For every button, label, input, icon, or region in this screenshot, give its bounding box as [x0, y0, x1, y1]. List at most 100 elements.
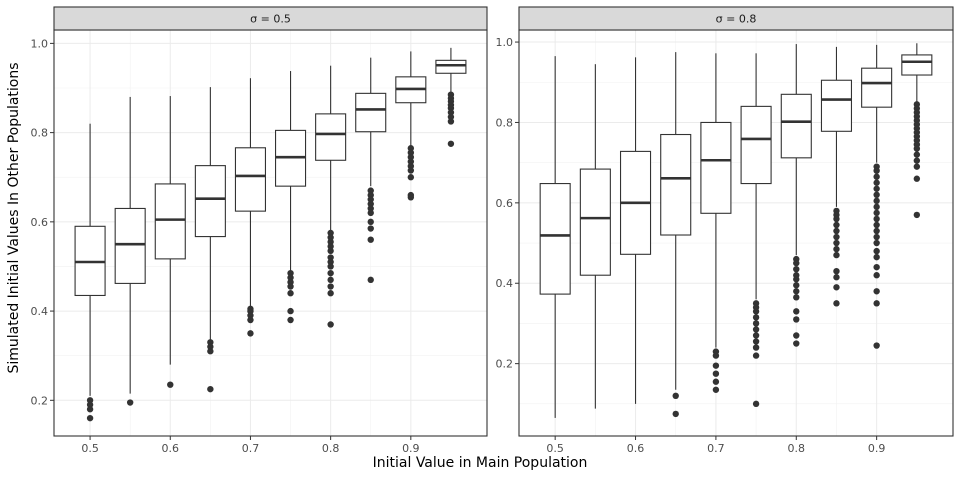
outlier-point — [287, 290, 294, 297]
facet-strip — [53, 6, 488, 31]
y-tick-label: 0.4 — [496, 277, 514, 290]
outlier-point — [367, 191, 374, 199]
outlier-point — [327, 269, 334, 277]
outlier-point — [873, 209, 880, 217]
outlier-point — [207, 343, 214, 350]
x-tick-label: 0.6 — [162, 442, 180, 455]
box — [114, 207, 146, 284]
box — [355, 92, 387, 133]
outlier-point — [752, 326, 760, 333]
outlier-point — [752, 314, 760, 321]
facet-strip-label: σ = 0.8 — [716, 13, 757, 26]
outlier-point — [712, 378, 720, 385]
x-tick-label: 0.9 — [402, 442, 420, 455]
y-tick-label: 0.4 — [31, 305, 49, 318]
outlier-point — [287, 307, 294, 315]
box — [194, 165, 226, 238]
outlier-point — [167, 381, 174, 388]
outlier-point — [793, 282, 800, 289]
outlier-point — [793, 332, 800, 339]
outlier-point — [752, 338, 760, 345]
outlier-point — [712, 362, 720, 369]
y-tick-label: 0.8 — [31, 127, 49, 140]
outlier-point — [367, 276, 374, 284]
outlier-point — [712, 352, 720, 359]
outlier-point — [407, 174, 415, 181]
outlier-point — [407, 149, 415, 156]
box — [861, 67, 893, 108]
outlier-point — [793, 308, 800, 315]
outlier-point — [752, 308, 760, 315]
x-tick-label: 0.6 — [627, 442, 645, 455]
outlier-point — [793, 294, 800, 301]
boxplot-group — [901, 43, 933, 219]
x-tick-label: 0.9 — [868, 442, 886, 455]
box — [901, 54, 933, 76]
outlier-point — [873, 179, 880, 186]
outlier-point — [327, 243, 334, 250]
outlier-point — [407, 167, 415, 174]
outlier-point — [873, 227, 880, 235]
outlier-point — [913, 163, 921, 170]
outlier-point — [793, 259, 800, 267]
boxplot-group — [274, 71, 307, 324]
outlier-point — [873, 167, 880, 174]
y-tick-label: 1.0 — [496, 36, 514, 49]
outlier-point — [873, 239, 880, 247]
outlier-point — [833, 300, 840, 307]
outlier-point — [86, 397, 94, 404]
outlier-point — [327, 229, 334, 237]
outlier-point — [207, 385, 214, 393]
outlier-point — [447, 140, 455, 147]
outlier-point — [873, 300, 880, 307]
outlier-point — [833, 239, 840, 247]
outlier-point — [447, 118, 455, 125]
box — [234, 147, 267, 212]
outlier-point — [873, 173, 880, 180]
outlier-point — [873, 197, 880, 205]
boxplot-group — [539, 56, 571, 418]
outlier-point — [752, 400, 760, 408]
x-tick-label: 0.5 — [81, 442, 99, 455]
outlier-point — [367, 225, 374, 232]
x-axis-title: Initial Value in Main Population — [372, 455, 588, 471]
outlier-point — [672, 392, 679, 400]
outlier-point — [873, 247, 880, 255]
outlier-point — [833, 221, 840, 229]
y-tick-label: 0.2 — [31, 394, 49, 407]
outlier-point — [327, 263, 334, 270]
outlier-point — [793, 340, 800, 347]
outlier-point — [913, 211, 921, 219]
box — [780, 93, 812, 159]
outlier-point — [833, 274, 840, 281]
outlier-point — [752, 352, 760, 359]
outlier-point — [752, 320, 760, 327]
outlier-point — [793, 316, 800, 323]
outlier-point — [873, 215, 880, 223]
boxplot-group — [820, 46, 853, 307]
y-tick-label: 0.2 — [496, 358, 514, 371]
outlier-point — [247, 316, 254, 324]
outlier-point — [207, 339, 214, 346]
outlier-point — [833, 233, 840, 241]
x-tick-label: 0.5 — [546, 442, 564, 455]
outlier-point — [327, 276, 334, 284]
box — [435, 59, 467, 74]
outlier-point — [712, 370, 720, 377]
facet-panel: σ = 0.8 0.2 0.4 0.6 0.8 1.0 0.5 0.6 0.7 0.8 0.9 — [496, 6, 954, 455]
outlier-point — [913, 175, 921, 182]
boxplot-group — [861, 44, 893, 349]
outlier-point — [447, 104, 455, 112]
box — [315, 113, 347, 161]
boxplot-group — [740, 53, 772, 408]
boxplot-group — [619, 57, 652, 404]
boxplot-group — [74, 123, 106, 422]
outlier-point — [327, 321, 334, 328]
outlier-point — [287, 278, 294, 286]
outlier-point — [327, 238, 334, 246]
outlier-point — [913, 145, 921, 152]
outlier-point — [833, 245, 840, 253]
box — [579, 168, 611, 276]
facet-strip-label: σ = 0.5 — [250, 13, 291, 26]
